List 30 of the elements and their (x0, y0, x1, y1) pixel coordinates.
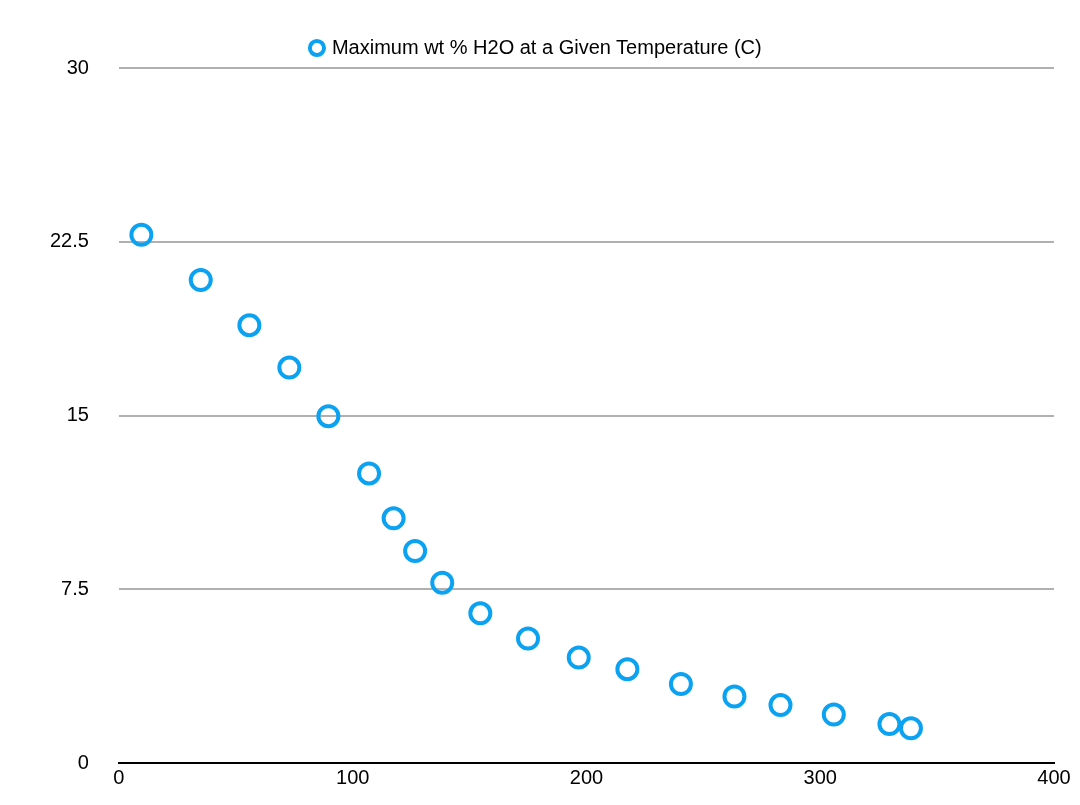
point (430, 570, 455, 595)
point (898, 716, 923, 741)
point (468, 601, 493, 626)
point (722, 684, 747, 709)
point (129, 222, 154, 247)
point (316, 404, 341, 429)
point (403, 539, 428, 564)
legend-label: Maximum wt % H2O at a Given Temperature (C) (331, 35, 762, 58)
point (357, 461, 382, 486)
point (615, 657, 640, 682)
x-tick-label: 200 (569, 765, 604, 788)
y-tick-label: 15 (66, 403, 89, 426)
y-tick-label: 22.5 (49, 229, 89, 252)
x-tick-label: 0 (113, 765, 125, 788)
point (668, 672, 693, 696)
point (381, 506, 406, 531)
x-tick-label: 100 (336, 765, 370, 788)
point (188, 267, 213, 292)
point (768, 693, 793, 718)
point (277, 355, 302, 380)
x-tick-label: 300 (803, 765, 837, 788)
point (237, 313, 262, 338)
y-tick-label: 30 (66, 55, 89, 78)
point (877, 712, 902, 737)
point (566, 645, 591, 670)
y-tick-label: 7.5 (61, 576, 89, 599)
y-tick-label: 0 (77, 750, 89, 773)
point (516, 626, 541, 651)
x-tick-label: 400 (1037, 765, 1071, 788)
point (821, 702, 846, 727)
